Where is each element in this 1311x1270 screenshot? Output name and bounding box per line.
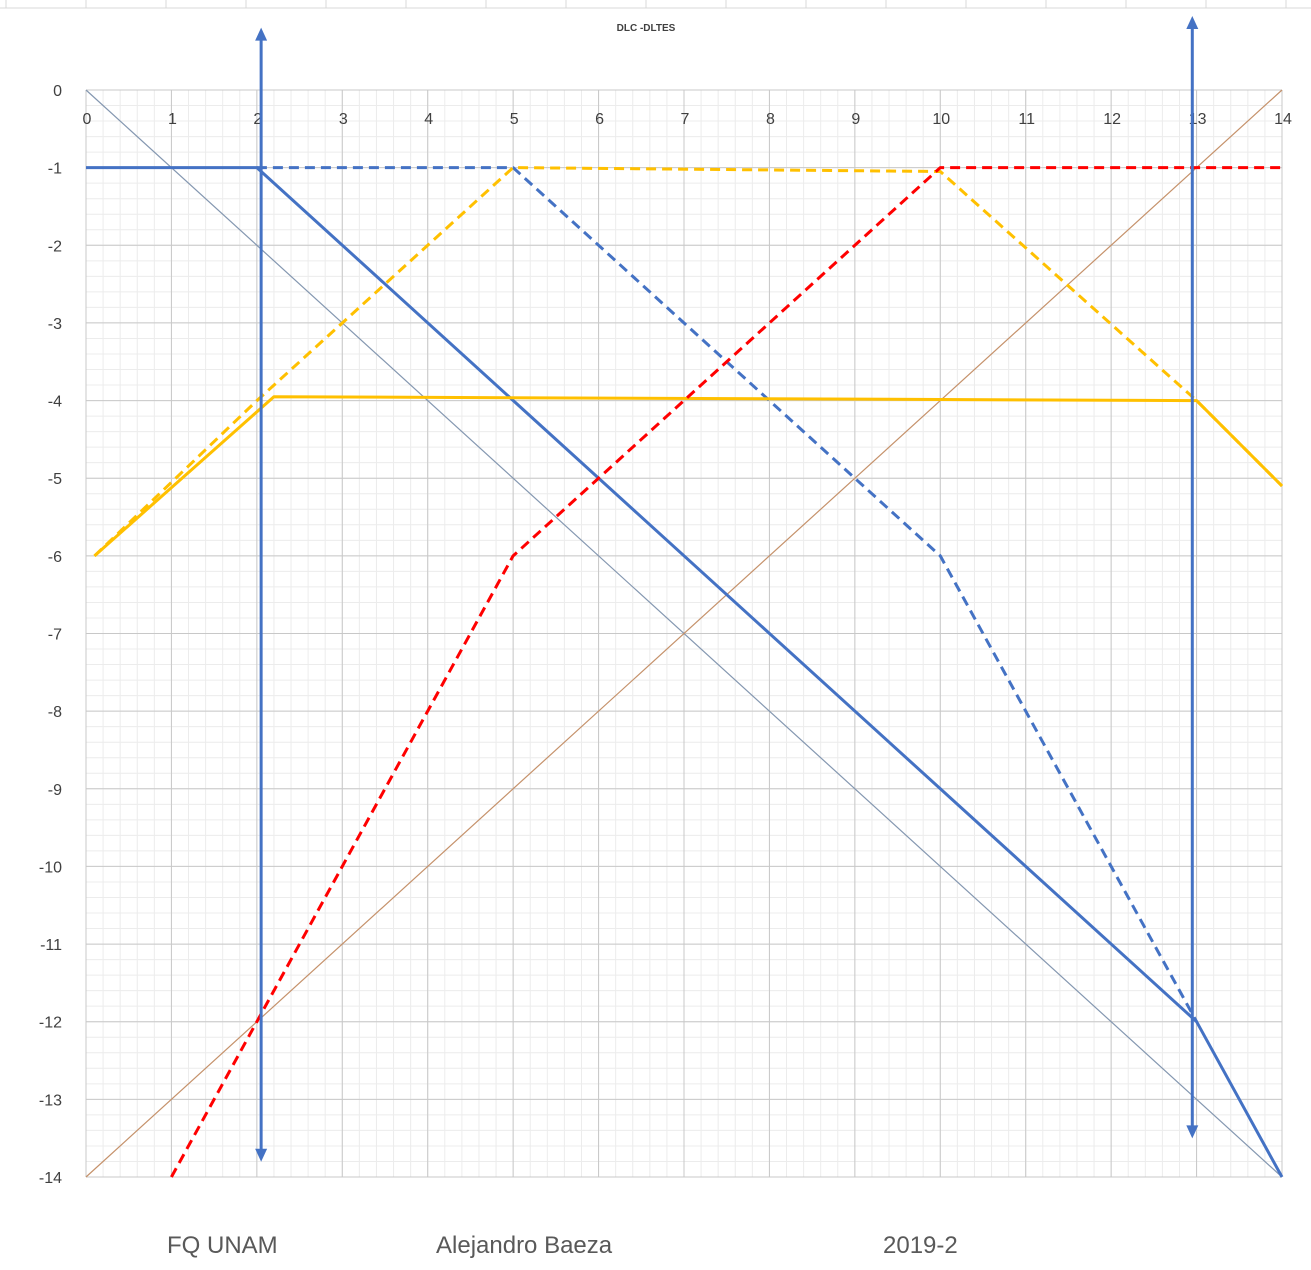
y-tick-label: -5: [48, 471, 62, 488]
x-tick-label: 7: [681, 111, 690, 128]
x-tick-label: 6: [595, 111, 604, 128]
x-tick-label: 5: [510, 111, 519, 128]
y-tick-label: -14: [39, 1170, 62, 1187]
x-tick-label: 11: [1018, 111, 1035, 128]
y-tick-label: -13: [39, 1092, 62, 1109]
arrow-head-top-1: [1186, 16, 1198, 29]
footer-author: Alejandro Baeza: [436, 1232, 612, 1260]
y-tick-label: -3: [48, 316, 62, 333]
y-tick-label: -2: [48, 238, 62, 255]
y-tick-label: -9: [48, 782, 62, 799]
x-tick-label: 3: [339, 111, 348, 128]
y-tick-label: -6: [48, 549, 62, 566]
x-tick-label: 14: [1274, 111, 1292, 128]
y-tick-label: -12: [39, 1015, 62, 1032]
x-tick-label: 12: [1103, 111, 1121, 128]
footer-period: 2019-2: [883, 1232, 958, 1260]
chart-title: DLC -DLTES: [617, 23, 676, 34]
y-tick-label: -11: [40, 937, 62, 954]
x-tick-label: 9: [851, 111, 860, 128]
y-tick-label: -7: [48, 627, 62, 644]
x-tick-label: 0: [83, 111, 92, 128]
y-tick-label: -8: [48, 704, 62, 721]
x-tick-label: 10: [932, 111, 950, 128]
series-line-5: [95, 168, 1283, 556]
y-tick-label: -4: [48, 394, 62, 411]
y-tick-label: -10: [39, 859, 62, 876]
x-tick-label: 8: [766, 111, 775, 128]
y-tick-label: -1: [48, 161, 62, 178]
footer-institution: FQ UNAM: [167, 1232, 278, 1260]
arrow-head-top-0: [255, 28, 267, 41]
x-tick-label: 1: [168, 111, 177, 128]
y-tick-label: 0: [53, 83, 62, 100]
series-line-4: [95, 397, 1283, 556]
x-tick-label: 4: [424, 111, 433, 128]
